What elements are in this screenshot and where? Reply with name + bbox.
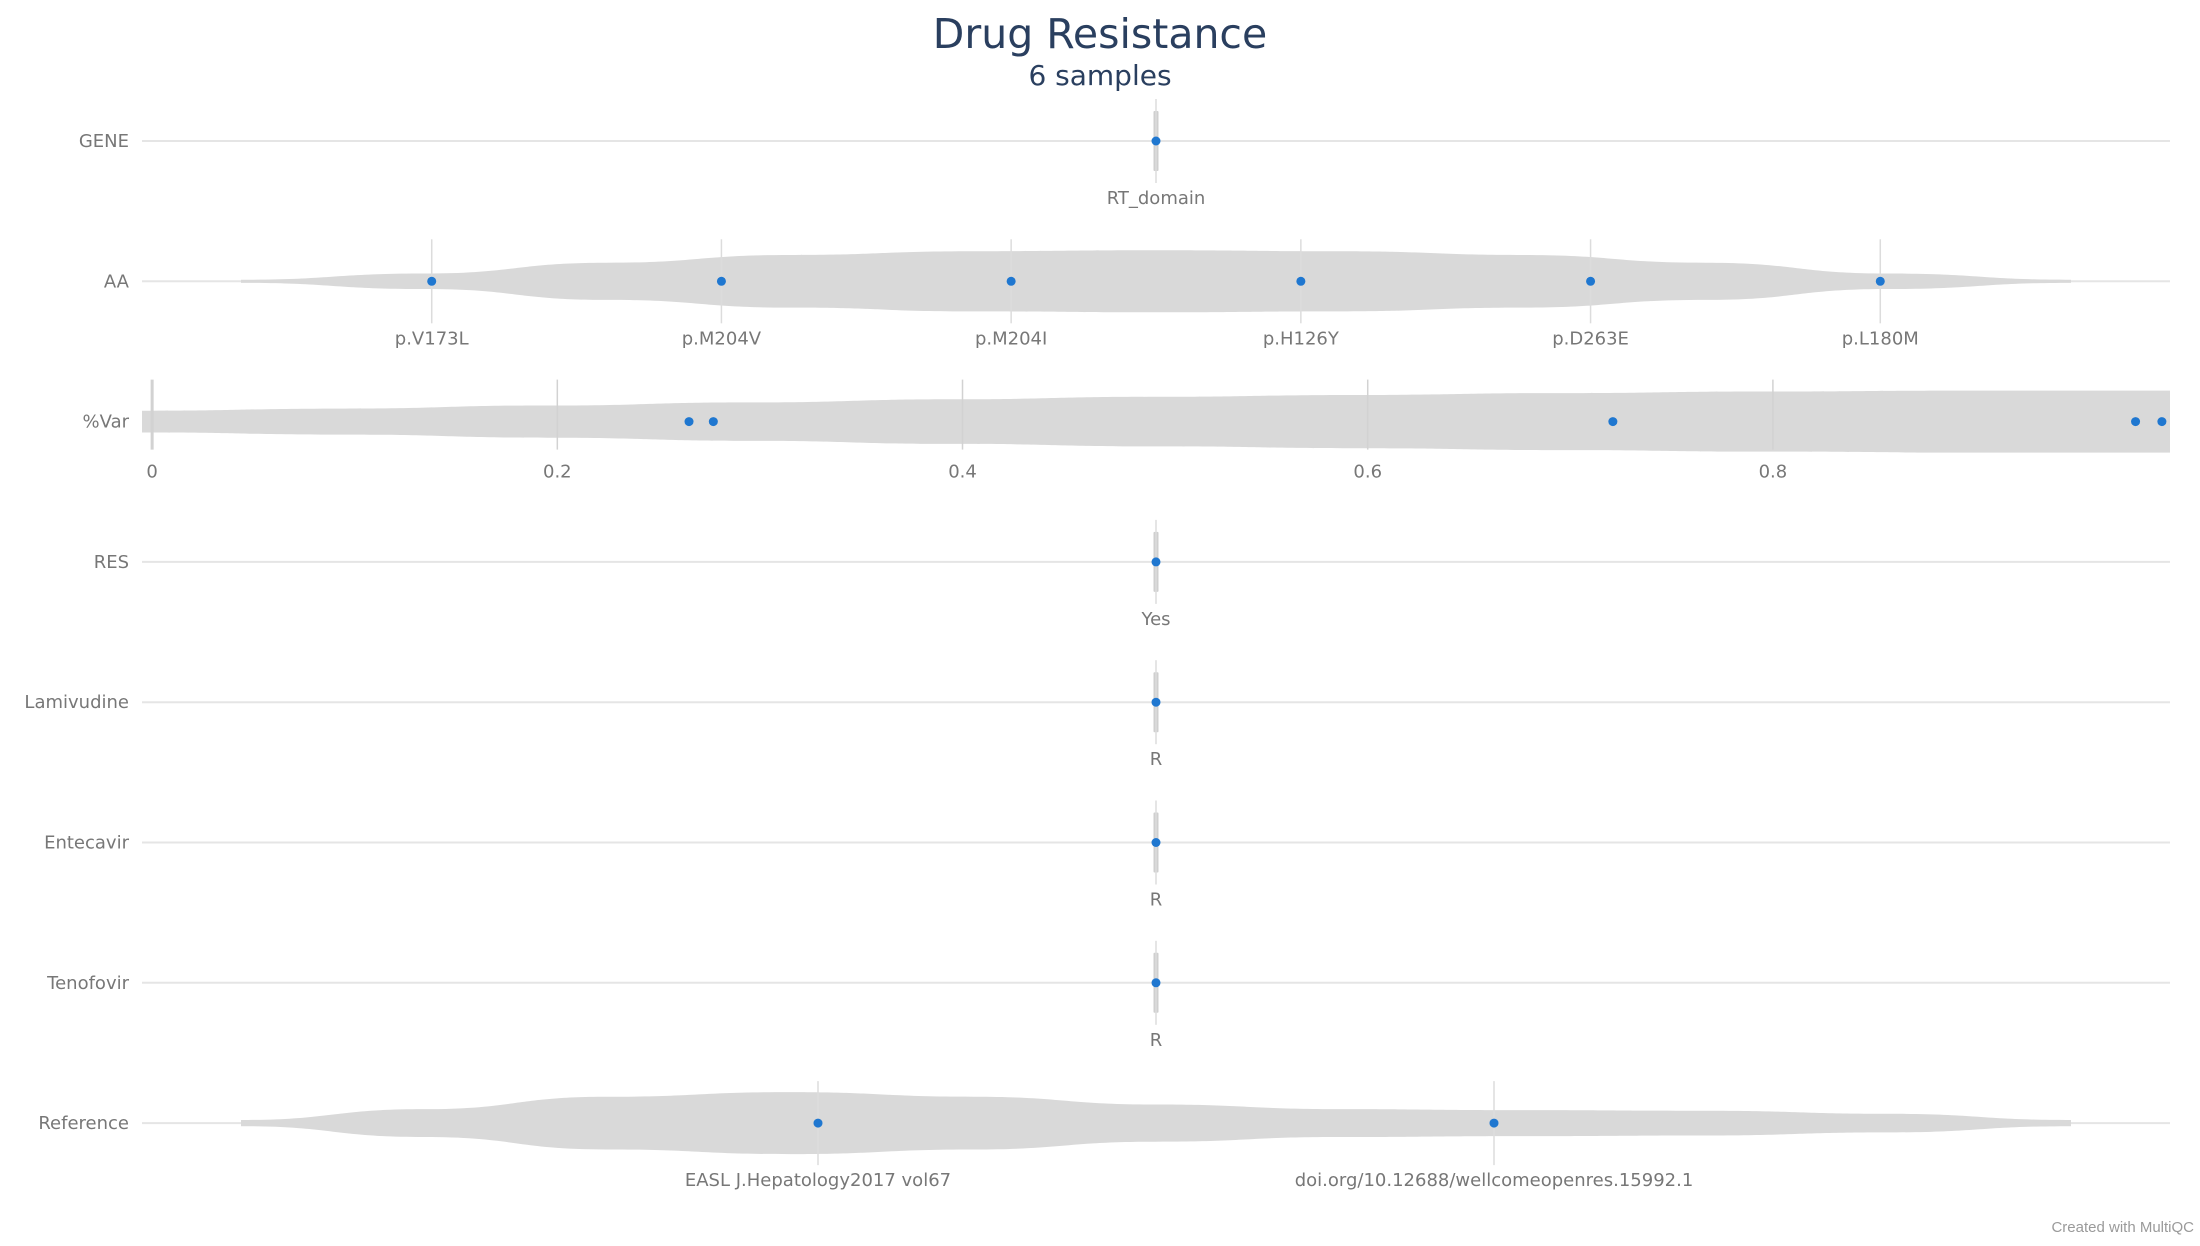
row-label-aa: AA — [104, 271, 130, 292]
violin-shape — [241, 250, 2071, 313]
violin-shape — [241, 1092, 2071, 1155]
violin-shape — [142, 390, 2170, 453]
data-point — [1151, 557, 1161, 567]
data-point — [1875, 276, 1885, 286]
chart-rows: GENE RT_domain AA p.V173L p.M204V p.M204I p.H1… — [24, 99, 2170, 1191]
data-point — [2157, 417, 2167, 427]
tick-label: 0.2 — [543, 462, 572, 483]
row-label-res: RES — [94, 552, 129, 573]
category-label: doi.org/10.12688/wellcomeopenres.15992.1 — [1295, 1170, 1694, 1191]
data-point — [1006, 276, 1016, 286]
data-point — [1296, 276, 1306, 286]
data-point — [1151, 697, 1161, 707]
row-label-lamivudine: Lamivudine — [24, 692, 129, 713]
category-label: R — [1150, 1030, 1163, 1051]
category-label: p.M204I — [975, 328, 1047, 349]
data-point — [1489, 1118, 1499, 1128]
row-label-entecavir: Entecavir — [44, 833, 129, 854]
category-label: R — [1150, 749, 1163, 770]
tick-label: 0.6 — [1353, 462, 1382, 483]
data-point — [684, 417, 694, 427]
category-label: Yes — [1140, 609, 1170, 630]
row-label-gene: GENE — [79, 131, 129, 152]
category-label: p.V173L — [395, 328, 469, 349]
row-label-var: %Var — [83, 412, 130, 433]
category-label: p.L180M — [1842, 328, 1919, 349]
data-point — [1151, 136, 1161, 146]
category-label: p.D263E — [1552, 328, 1629, 349]
data-point — [2131, 417, 2141, 427]
category-label: p.H126Y — [1263, 328, 1340, 349]
tick-label: 0 — [146, 462, 157, 483]
data-point — [813, 1118, 823, 1128]
data-point — [1608, 417, 1618, 427]
tick-label: 0.8 — [1759, 462, 1788, 483]
row-label-reference: Reference — [38, 1113, 129, 1134]
tick-label: 0.4 — [948, 462, 977, 483]
row-label-tenofovir: Tenofovir — [46, 973, 129, 994]
chart-subtitle: 6 samples — [1028, 59, 1171, 92]
data-point — [716, 276, 726, 286]
chart-title: Drug Resistance — [933, 10, 1267, 58]
data-point — [427, 276, 437, 286]
category-label: RT_domain — [1107, 188, 1206, 209]
chart-credit: Created with MultiQC — [2051, 1219, 2194, 1236]
category-label: p.M204V — [682, 328, 762, 349]
category-label: R — [1150, 890, 1163, 911]
data-point — [1151, 978, 1161, 988]
data-point — [1586, 276, 1596, 286]
data-point — [708, 417, 718, 427]
data-point — [1151, 838, 1161, 847]
category-label: EASL J.Hepatology2017 vol67 — [685, 1170, 951, 1191]
